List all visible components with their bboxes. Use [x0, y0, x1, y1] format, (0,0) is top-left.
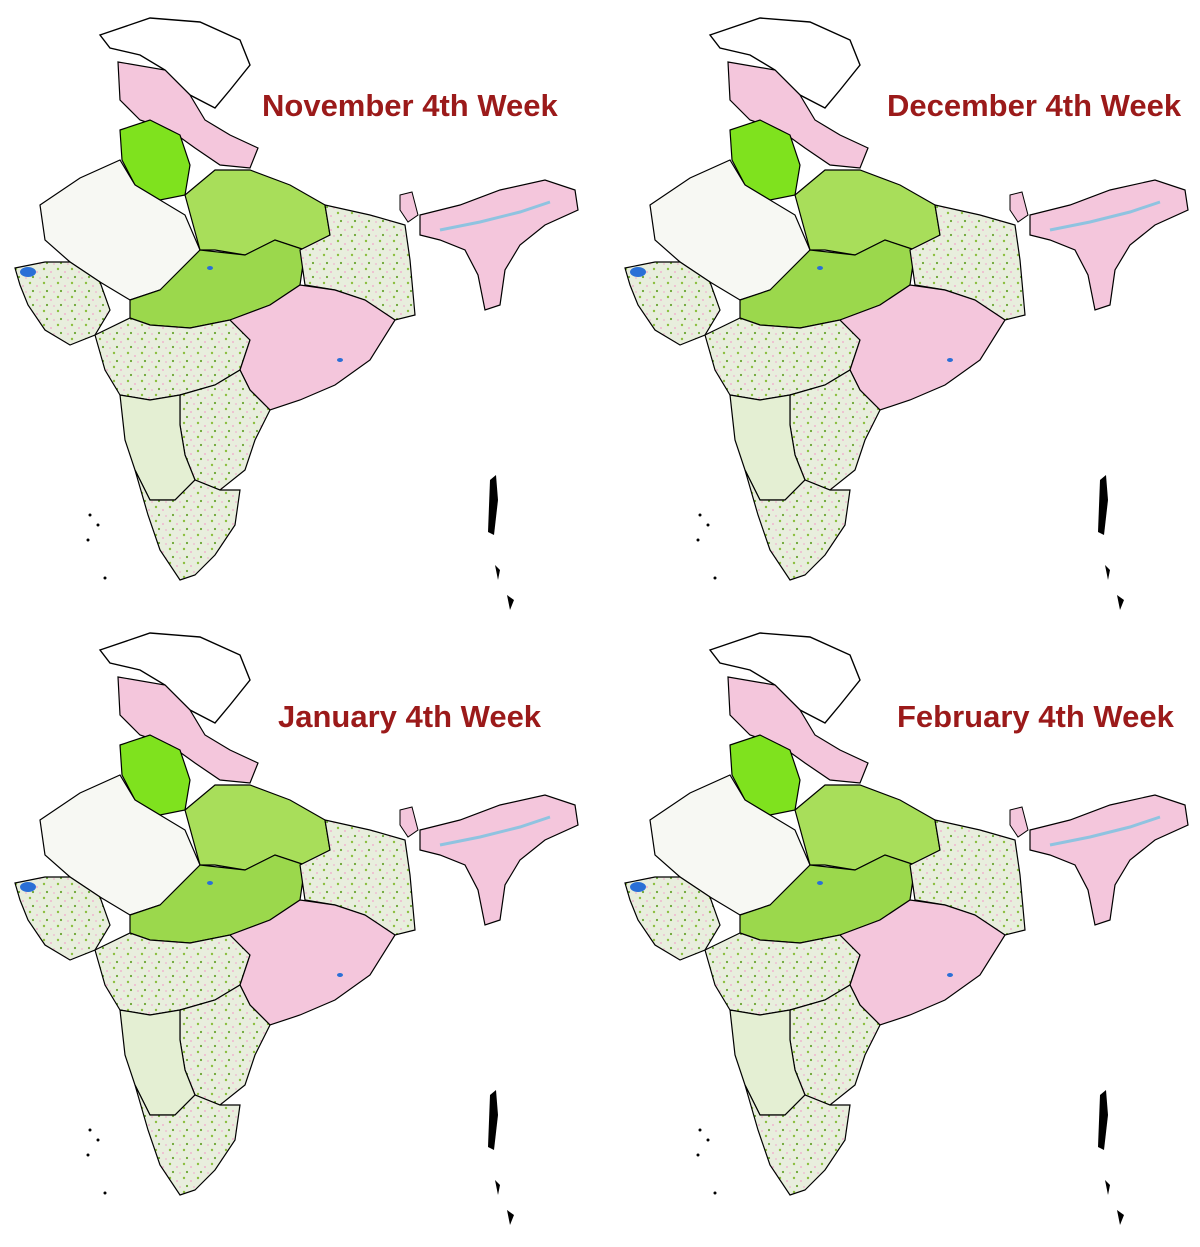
map-panel-january: January 4th Week — [0, 615, 600, 1247]
map-panel-november: November 4th Week — [0, 0, 600, 620]
map-panel-december: December 4th Week — [610, 0, 1200, 620]
panel-title-february: February 4th Week — [897, 699, 1174, 734]
map-panel-february: February 4th Week — [610, 615, 1200, 1247]
panel-title-november: November 4th Week — [262, 88, 558, 123]
panel-title-january: January 4th Week — [278, 699, 542, 734]
panel-title-december: December 4th Week — [887, 88, 1182, 123]
